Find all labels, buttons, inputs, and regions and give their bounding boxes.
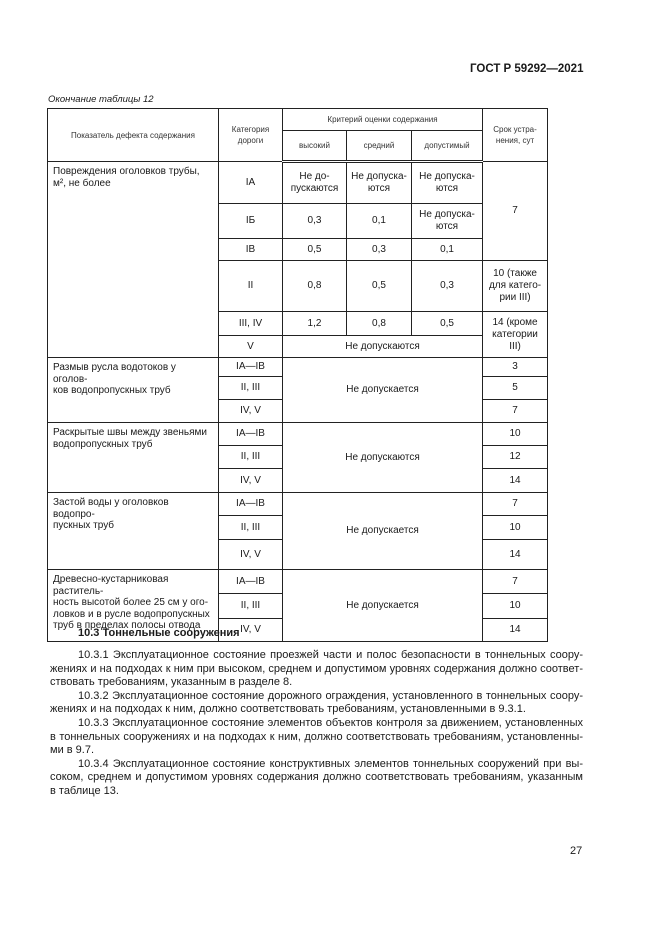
- table-row: IV, V 14: [48, 618, 549, 642]
- high-cell: Не до- пускаются: [282, 161, 347, 204]
- acceptable-cell: 0,1: [410, 238, 484, 261]
- header-defect: Показатель дефекта содержания: [47, 108, 219, 162]
- category-cell: IA—IB: [218, 569, 283, 594]
- section-heading: 10.3 Тоннельные сооружения: [78, 627, 240, 639]
- table-row: Застой воды у оголовков водопро- пускных…: [47, 492, 549, 570]
- paragraph: 10.3.1 Эксплуатационное состояние проезж…: [50, 649, 583, 690]
- category-cell: II, III: [218, 376, 283, 400]
- paragraph-line: в таблице 13.: [50, 784, 119, 797]
- paragraph-line: в тоннельных сооружениях и на подходах к…: [50, 730, 583, 743]
- term-cell: 14: [482, 468, 549, 493]
- paragraph-line: жениях и на подходах к ним при высоком, …: [50, 662, 583, 675]
- category-cell: II, III: [218, 445, 283, 469]
- category-cell: IБ: [218, 203, 283, 239]
- paragraph-line: 10.3.3 Эксплуатационное состояние элемен…: [78, 717, 583, 729]
- defect-cell: Размыв русла водотоков у оголов- ков вод…: [47, 357, 219, 423]
- term-cell: 5: [482, 376, 549, 400]
- term-cell: 14: [482, 618, 549, 642]
- table-row: II, III 10: [48, 593, 549, 619]
- paragraph-line: ствовать требованиям, указанным в раздел…: [50, 676, 293, 689]
- document-id: ГОСТ Р 59292—2021: [470, 63, 584, 75]
- criteria-merged-cell: Не допускаются: [281, 422, 484, 493]
- table-row: Древесно-кустарниковая раститель- ность …: [47, 569, 549, 642]
- paragraph-line: 10.3.4 Эксплуатационное состояние констр…: [78, 757, 583, 770]
- defect-cell: Повреждения оголовков трубы, м², не боле…: [47, 161, 219, 358]
- category-cell: IA—IB: [218, 357, 283, 377]
- defects-table: Показатель дефекта содержания Категория …: [47, 108, 549, 642]
- table-row: V Не допускаются: [48, 335, 548, 358]
- criteria-merged-cell: Не допускается: [281, 569, 484, 642]
- criteria-merged-cell: Не допускается: [281, 357, 484, 423]
- header-criteria: Критерий оценки содержания: [281, 108, 484, 131]
- paragraph-line: 10.3.2 Эксплуатационное состояние дорожн…: [78, 689, 583, 702]
- high-cell: 0,3: [282, 203, 347, 239]
- category-cell: IV, V: [218, 468, 283, 493]
- paragraph: 10.3.2 Эксплуатационное состояние дорожн…: [50, 690, 583, 717]
- criteria-merged-cell: Не допускаются: [281, 335, 484, 358]
- medium-cell: 0,5: [346, 260, 412, 312]
- paragraph-line: 10.3.1 Эксплуатационное состояние проезж…: [78, 649, 583, 661]
- category-cell: IA—IB: [218, 422, 283, 446]
- defect-cell: Раскрытые швы между звеньями водопропуск…: [47, 422, 219, 493]
- table-caption: Окончание таблицы 12: [48, 94, 154, 105]
- category-cell: III, IV: [218, 311, 283, 336]
- table-row: Размыв русла водотоков у оголов- ков вод…: [47, 357, 549, 423]
- term-cell: 14 (кроме категории III): [482, 311, 549, 358]
- high-cell: 0,8: [282, 260, 347, 312]
- medium-cell: 0,1: [346, 203, 412, 239]
- medium-cell: 0,8: [346, 311, 412, 336]
- acceptable-cell: 0,5: [410, 311, 484, 336]
- table-row: IV, V 7: [48, 399, 549, 423]
- table-row: IБ 0,3 0,1 Не допуска- ются: [48, 203, 548, 239]
- category-cell: IA: [218, 161, 283, 204]
- paragraph-line: соком, среднем и допустимом уровнях соде…: [50, 771, 583, 784]
- category-cell: IB: [218, 238, 283, 261]
- header-high: высокий: [282, 130, 347, 163]
- category-cell: IA—IB: [218, 492, 283, 516]
- defect-cell: Застой воды у оголовков водопро- пускных…: [47, 492, 219, 570]
- term-cell: 3: [482, 357, 549, 377]
- term-cell: 7: [482, 399, 549, 423]
- category-cell: IV, V: [218, 539, 283, 570]
- term-cell: 12: [482, 445, 549, 469]
- defect-cell: Древесно-кустарниковая раститель- ность …: [47, 569, 219, 642]
- medium-cell: Не допуска- ются: [346, 161, 412, 204]
- term-cell: 10: [482, 422, 549, 446]
- term-cell: 10: [482, 515, 549, 540]
- page-number: 27: [570, 845, 583, 857]
- medium-cell: 0,3: [346, 238, 412, 261]
- category-cell: II: [218, 260, 283, 312]
- paragraph-line: жениях и на подходах к ним, должно соотв…: [50, 703, 526, 716]
- paragraph: 10.3.3 Эксплуатационное состояние элемен…: [50, 717, 583, 758]
- category-cell: IV, V: [218, 399, 283, 423]
- high-cell: 1,2: [282, 311, 347, 336]
- term-cell: 7: [482, 569, 549, 594]
- term-cell: 7: [482, 161, 549, 261]
- term-cell: 10: [482, 593, 549, 619]
- criteria-merged-cell: Не допускается: [281, 492, 484, 570]
- category-cell: IV, V: [218, 618, 283, 642]
- category-cell: II, III: [218, 515, 283, 540]
- category-cell: II, III: [218, 593, 283, 619]
- header-category: Категория дороги: [218, 108, 283, 162]
- table-row: Повреждения оголовков трубы, м², не боле…: [47, 161, 549, 358]
- header-term: Срок устра- нения, сут: [482, 108, 549, 162]
- term-cell: 10 (также для катего- рии III): [482, 260, 549, 312]
- table-row: III, IV 1,2 0,8 0,5 14 (кроме категории …: [48, 311, 549, 358]
- high-cell: 0,5: [282, 238, 347, 261]
- acceptable-cell: Не допуска- ются: [410, 161, 484, 204]
- acceptable-cell: 0,3: [410, 260, 484, 312]
- header-acceptable: допустимый: [410, 130, 484, 163]
- acceptable-cell: Не допуска- ются: [410, 203, 484, 239]
- table-row: II, III 5: [48, 376, 549, 400]
- term-cell: 7: [482, 492, 549, 516]
- paragraph: 10.3.4 Эксплуатационное состояние констр…: [50, 758, 583, 799]
- table-row: Раскрытые швы между звеньями водопропуск…: [47, 422, 549, 493]
- table-row: II 0,8 0,5 0,3 10 (также для катего- рии…: [48, 260, 549, 312]
- header-medium: средний: [346, 130, 412, 163]
- term-cell: 14: [482, 539, 549, 570]
- category-cell: V: [218, 335, 283, 358]
- paragraph-line: ми в 9.7.: [50, 744, 95, 757]
